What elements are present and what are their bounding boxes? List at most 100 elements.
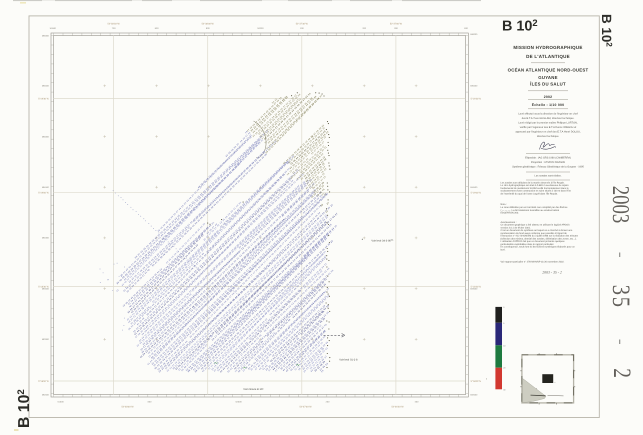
svg-text:200: 200 [326,401,330,404]
svg-text:ÎLES DU SALUT: ÎLES DU SALUT [529,82,566,87]
svg-text:19 29: 19 29 [321,167,328,174]
svg-text:5°19'30''N: 5°19'30''N [38,97,49,100]
svg-text:586000: 586000 [42,35,50,38]
svg-text:Système géodésique : Réseau Gé: Système géodésique : Réseau Géodésique d… [512,165,584,168]
svg-text:52°37'00''W: 52°37'00''W [390,23,403,26]
svg-text:585500: 585500 [470,85,478,88]
svg-text:584500: 584500 [42,186,50,189]
svg-text:2002: 2002 [544,95,553,99]
svg-text:32: 32 [325,209,330,214]
svg-text:584000: 584000 [42,237,50,240]
svg-text:c: c [555,381,556,384]
svg-text:2003: 2003 [607,186,633,223]
svg-text:5°18'00''N: 5°18'00''N [471,380,482,383]
svg-text:Échelle : 1/10 000: Échelle : 1/10 000 [532,103,565,107]
svg-text:Ce document graphique a été ob: Ce document graphique a été obtenu en ut… [501,224,571,227]
svg-text:700: 700 [112,27,116,30]
svg-text:L'utilisation d'APDOS fait que: L'utilisation d'APDOS fait que ce docume… [501,240,566,243]
svg-text:La zone délimitée par un trait: La zone délimitée par un trait tireté no… [501,206,569,209]
svg-text:5°19'30''N: 5°19'30''N [471,97,482,100]
svg-text:DE L'ATLANTIQUE: DE L'ATLANTIQUE [526,54,570,59]
svg-text:52°38'00''W: 52°38'00''W [202,23,215,26]
svg-text:Les sondes sont réelles.: Les sondes sont réelles. [535,175,562,178]
svg-text:5°18'30''N: 5°18'30''N [471,286,482,289]
svg-text:MISSION HYDROGRAPHIQUE: MISSION HYDROGRAPHIQUE [513,45,582,50]
svg-text:En conséquence, seuls font foi: En conséquence, seuls font foi les fichi… [501,246,576,249]
svg-text:directeur technique.: directeur technique. [537,135,560,138]
svg-text:35: 35 [607,285,634,309]
svg-text:18 46 45: 18 46 45 [316,187,326,197]
svg-text:52°38'30''W: 52°38'30''W [108,23,121,26]
svg-text:300: 300 [394,27,398,30]
svg-text:vérifié par l'ingénieur des E.: vérifié par l'ingénieur des E.T.A Denis … [520,126,577,129]
svg-text:52000: 52000 [257,27,264,30]
svg-text:52°37'00''W: 52°37'00''W [299,406,312,409]
svg-text:5: 5 [503,322,505,325]
svg-text:B 102: B 102 [502,17,538,35]
svg-text:585000: 585000 [42,135,50,138]
svg-text:de l'extrémité du quai de l'an: de l'extrémité du quai de l'anse Legoff … [501,191,559,195]
svg-text:Les sondes sont déduites de la: Les sondes sont déduites de la marée obs… [501,180,565,184]
svg-text:200: 200 [362,27,366,30]
svg-text:fondamental de nivellement SHO: fondamental de nivellement SHOM scellé h… [501,187,570,190]
svg-text:37 46 22: 37 46 22 [319,362,329,372]
svg-text:Le zéro hydrographique est sit: Le zéro hydrographique est situé à 5.881… [501,184,570,187]
svg-text:5°19'00''N: 5°19'00''N [471,192,482,195]
svg-text:30: 30 [503,388,506,391]
svg-text:Voir levé 34-3-80bis: Voir levé 34-3-80bis [371,239,393,243]
svg-text:des E.T.A Yves GUILLAM, direct: des E.T.A Yves GUILLAM, directeur techni… [522,117,575,120]
svg-text:Nota :: Nota : [501,203,508,206]
svg-text:5°18'30''N: 5°18'30''N [38,286,49,289]
svg-text:Levé effectué sous la directio: Levé effectué sous la direction de l'ing… [518,112,577,115]
svg-text:approuvé par l'ingénieur en ch: approuvé par l'ingénieur en chef des E.T… [515,131,580,134]
svg-text:51600: 51600 [50,27,57,30]
svg-text:800: 800 [148,401,152,404]
svg-text:585500: 585500 [42,85,50,88]
svg-text:52000: 52000 [235,401,242,404]
svg-text:22 28 45: 22 28 45 [242,362,252,372]
svg-text:5°18'00''N: 5°18'00''N [38,380,49,383]
svg-text:2: 2 [608,368,635,378]
svg-text:29: 29 [320,369,325,374]
svg-text:5°19'00''N: 5°19'00''N [38,192,49,195]
svg-text:2003 - 35 - 2: 2003 - 35 - 2 [542,270,562,274]
svg-text:582500: 582500 [470,394,478,397]
svg-text:Voir minute B 103: Voir minute B 103 [243,387,263,391]
svg-text:C'est un document de synthèse: C'est un document de synthèse sur lequel… [501,229,573,232]
svg-text:400: 400 [464,27,468,30]
svg-text:583000: 583000 [42,338,50,341]
svg-text:42: 42 [320,203,325,208]
svg-text:583500: 583500 [470,287,478,290]
svg-text:Levé rédigé par le premier maî: Levé rédigé par le premier maître Philip… [518,121,578,124]
svg-text:100: 100 [300,27,304,30]
svg-text:(sélection des minima, densité: (sélection des minima, densité des sonde… [501,237,577,240]
svg-text:Voir rapport particulier n° 27: Voir rapport particulier n° 278 MHA/NP d… [501,260,565,263]
svg-text:21: 21 [321,192,326,197]
svg-text:OCÉAN ATLANTIQUE NORD-OUEST: OCÉAN ATLANTIQUE NORD-OUEST [508,68,589,73]
svg-text:Voir levé 01-2-8: Voir levé 01-2-8 [339,359,358,362]
svg-text:l'instruction n° 912 SHOM/EM d: l'instruction n° 912 SHOM/EM du 3 juille… [501,235,579,238]
svg-text:583500: 583500 [42,287,50,290]
svg-text:582500: 582500 [42,394,50,397]
svg-text:52°38'00''W: 52°38'00''W [121,406,134,409]
svg-text:584500: 584500 [470,186,478,189]
svg-text:19: 19 [244,130,249,135]
svg-text:34 41: 34 41 [271,97,278,104]
svg-text:Projection : UTM22N RGFG95: Projection : UTM22N RGFG95 [531,161,566,164]
svg-text:586000: 586000 [470,33,478,36]
svg-text:20: 20 [503,367,506,370]
svg-text:levé.: levé. [501,248,506,251]
svg-text:52°36'30''W: 52°36'30''W [391,406,404,409]
svg-text:41 26 46: 41 26 46 [136,316,146,326]
svg-text:900: 900 [206,27,210,30]
svg-text:soubassement d'une constructio: soubassement d'une construction en ruine… [501,190,572,193]
svg-text:GUYANE: GUYANE [538,75,558,80]
svg-text:28: 28 [286,160,291,165]
svg-text:27: 27 [326,201,331,206]
svg-text:41: 41 [116,288,121,293]
svg-text:41 23: 41 23 [262,364,269,371]
svg-text:B 102: B 102 [599,14,614,47]
svg-text:particularités exploitables da: particularités exploitables dans le rapp… [501,243,555,246]
svg-text:Avertissement :: Avertissement : [501,221,517,224]
svg-text:400: 400 [415,401,419,404]
